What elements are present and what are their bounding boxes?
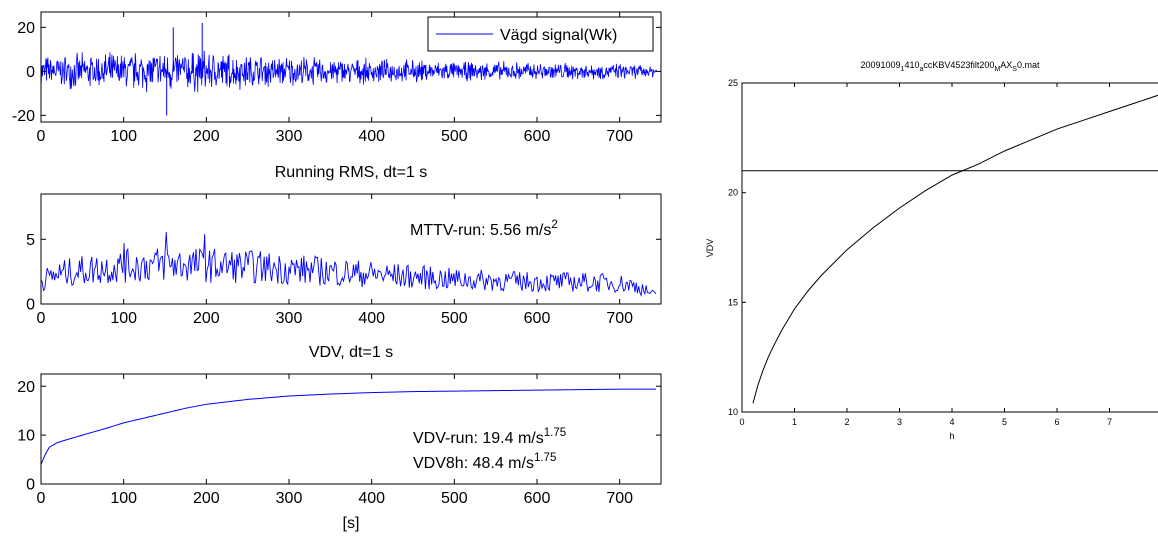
vdv-8h-annotation: VDV8h: 48.4 m/s1.75: [413, 452, 556, 472]
chart1-x-tick-label: 200: [193, 310, 220, 327]
chart0-x-tick-label: 100: [110, 128, 137, 145]
chart3-y-tick-label: 10: [728, 407, 738, 417]
chart0-x-tick-label: 500: [441, 128, 468, 145]
chart3-x-tick-label: 3: [897, 417, 902, 427]
chart1-y-tick-label: 5: [26, 232, 35, 249]
chart2-x-tick-label: 700: [606, 490, 633, 507]
rms-annotation: MTTV-run: 5.56 m/s2: [410, 219, 558, 239]
hours-title-part: 1: [901, 66, 905, 73]
chart2-x-tick-label: 400: [358, 490, 385, 507]
chart1-x-tick-label: 100: [110, 310, 137, 327]
vdv-8h-annotation-exponent: 1.75: [534, 452, 556, 464]
vdv-run-annotation-main: VDV-run: 19.4 m/s: [413, 430, 544, 447]
chart3-y-tick-label: 20: [728, 188, 738, 198]
chart0-x-tick-label: 200: [193, 128, 220, 145]
hours-title-part: 410: [904, 60, 919, 70]
chart3-x-tick-label: 6: [1054, 417, 1059, 427]
chart0-y-tick-label: 0: [26, 64, 35, 81]
hours-title-part: ccKBV4523filt200: [923, 60, 994, 70]
chart1-x-tick-label: 300: [276, 310, 303, 327]
chart1-x-tick-label: 600: [524, 310, 551, 327]
hours-title-part: M: [994, 66, 1000, 73]
chart1-plot-frame: [40, 193, 662, 305]
chart2-plot-frame: [40, 373, 662, 485]
chart1-x-tick-label: 0: [37, 310, 46, 327]
chart2-x-tick-label: 100: [110, 490, 137, 507]
chart3-x-tick-label: 1: [792, 417, 797, 427]
hours-y-axis-label: VDV: [705, 239, 715, 258]
rms-annotation-main: MTTV-run: 5.56 m/s: [410, 222, 551, 239]
chart2-x-tick-label: 200: [193, 490, 220, 507]
hours-title-part: a: [919, 66, 923, 73]
vdv-8h-annotation-main: VDV8h: 48.4 m/s: [413, 455, 534, 472]
chart2-x-tick-label: 0: [37, 490, 46, 507]
vdv-series-group: [41, 388, 657, 465]
rms-series-group: [41, 232, 657, 297]
chart2-x-tick-label: 600: [524, 490, 551, 507]
chart2-x-tick-label: 300: [276, 490, 303, 507]
hours-title-part: S: [1012, 66, 1017, 73]
chart2-y-tick-label: 10: [17, 428, 35, 445]
rms-annotation-exponent: 2: [551, 219, 557, 231]
chart3-x-tick-label: 0: [739, 417, 744, 427]
chart3-x-tick-label: 4: [949, 417, 954, 427]
hours-series-group: [742, 94, 1158, 404]
chart1-x-tick-label: 700: [606, 310, 633, 327]
rms-series-line: [41, 232, 657, 297]
chart0-plot-frame: [40, 11, 662, 123]
chart2-x-tick-label: 500: [441, 490, 468, 507]
chart3-y-tick-label: 25: [728, 78, 738, 88]
chart0-x-tick-label: 700: [606, 128, 633, 145]
vdv-chart-title: VDV, dt=1 s: [309, 344, 393, 361]
vdv-run-annotation: VDV-run: 19.4 m/s1.75: [413, 427, 566, 447]
chart1-x-tick-label: 500: [441, 310, 468, 327]
hours-title-part: 0.mat: [1017, 60, 1040, 70]
chart0-y-tick-label: 20: [17, 20, 35, 37]
chart3-x-tick-label: 5: [1002, 417, 1007, 427]
signal-series-line: [41, 50, 657, 93]
chart2-y-tick-label: 0: [26, 477, 35, 494]
rms-chart-title: Running RMS, dt=1 s: [275, 164, 428, 181]
vdv-run-annotation-exponent: 1.75: [544, 427, 566, 439]
chart0-x-tick-label: 300: [276, 128, 303, 145]
hours-title-part: AX: [1000, 60, 1012, 70]
signal-legend-box: [427, 16, 654, 52]
chart0-x-tick-label: 0: [37, 128, 46, 145]
vdv-series-line: [41, 388, 657, 465]
hours-chart-title: 200910091410accKBV4523filt200MAXS0.mat: [861, 60, 1040, 73]
chart2-y-tick-label: 20: [17, 379, 35, 396]
chart3-x-tick-label: 7: [1107, 417, 1112, 427]
chart3-y-tick-label: 15: [728, 297, 738, 307]
hours-vdv-curve: [752, 94, 1158, 404]
chart3-x-tick-label: 2: [844, 417, 849, 427]
vdv-x-axis-label: [s]: [343, 515, 360, 532]
chart1-y-tick-label: 0: [26, 297, 35, 314]
signal-series-group: [41, 23, 657, 116]
chart3-plot-frame: [741, 82, 1158, 413]
hours-x-axis-label: h: [949, 431, 954, 441]
signal-legend-label: Vägd signal(Wk): [500, 27, 617, 44]
hours-title-part: 20091009: [861, 60, 901, 70]
chart1-x-tick-label: 400: [358, 310, 385, 327]
chart0-y-tick-label: -20: [12, 108, 35, 125]
chart0-x-tick-label: 400: [358, 128, 385, 145]
chart0-x-tick-label: 600: [524, 128, 551, 145]
